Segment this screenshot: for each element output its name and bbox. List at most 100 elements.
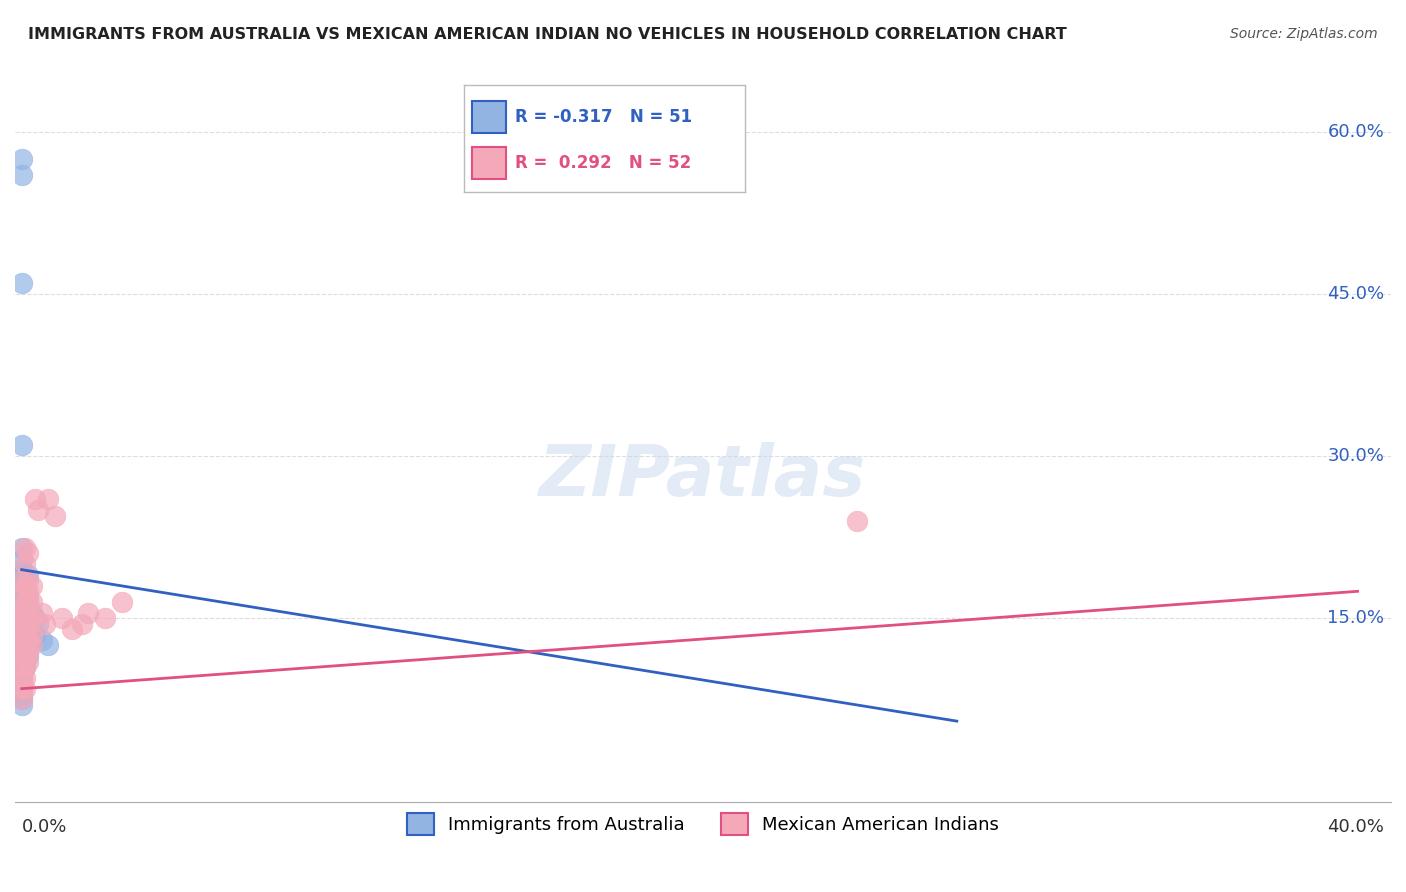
Point	[17, 655, 39, 669]
Point	[10, 676, 32, 690]
Point	[14, 611, 37, 625]
Bar	[472, 101, 506, 133]
Point	[14, 639, 37, 653]
Point	[21, 606, 44, 620]
Point	[14, 671, 37, 685]
Point	[17, 595, 39, 609]
Point	[17, 590, 39, 604]
Point	[10, 600, 32, 615]
Text: 45.0%: 45.0%	[1327, 285, 1385, 302]
Legend: Immigrants from Australia, Mexican American Indians: Immigrants from Australia, Mexican Ameri…	[398, 804, 1008, 844]
Point	[17, 568, 39, 582]
Point	[77, 606, 100, 620]
Point	[10, 660, 32, 674]
Point	[14, 558, 37, 572]
Point	[10, 639, 32, 653]
Bar	[472, 147, 506, 179]
Text: R =  0.292   N = 52: R = 0.292 N = 52	[515, 154, 690, 172]
Point	[17, 622, 39, 636]
Point	[21, 627, 44, 641]
Point	[10, 616, 32, 631]
Point	[14, 616, 37, 631]
Point	[21, 579, 44, 593]
Point	[10, 692, 32, 706]
Point	[21, 622, 44, 636]
Point	[17, 632, 39, 647]
Point	[34, 616, 56, 631]
Text: 40.0%: 40.0%	[1327, 819, 1385, 837]
Point	[10, 152, 32, 166]
Point	[14, 649, 37, 664]
Point	[10, 655, 32, 669]
Point	[10, 665, 32, 680]
Text: 30.0%: 30.0%	[1327, 447, 1385, 465]
Point	[10, 568, 32, 582]
Point	[10, 660, 32, 674]
Text: R = -0.317   N = 51: R = -0.317 N = 51	[515, 108, 692, 126]
Text: Source: ZipAtlas.com: Source: ZipAtlas.com	[1230, 27, 1378, 41]
Point	[14, 627, 37, 641]
Point	[10, 552, 32, 566]
Point	[10, 649, 32, 664]
Point	[27, 503, 49, 517]
Point	[31, 606, 53, 620]
Point	[10, 671, 32, 685]
Point	[10, 563, 32, 577]
Point	[14, 606, 37, 620]
Point	[70, 616, 93, 631]
Point	[10, 698, 32, 712]
Text: ZIPatlas: ZIPatlas	[540, 442, 866, 510]
Point	[10, 616, 32, 631]
Point	[845, 514, 868, 528]
Text: IMMIGRANTS FROM AUSTRALIA VS MEXICAN AMERICAN INDIAN NO VEHICLES IN HOUSEHOLD CO: IMMIGRANTS FROM AUSTRALIA VS MEXICAN AME…	[28, 27, 1067, 42]
Point	[37, 492, 59, 507]
Point	[10, 639, 32, 653]
Point	[14, 584, 37, 599]
Point	[10, 584, 32, 599]
Point	[17, 606, 39, 620]
Point	[14, 639, 37, 653]
Point	[14, 622, 37, 636]
Point	[17, 644, 39, 658]
Point	[10, 606, 32, 620]
Point	[44, 508, 66, 523]
Point	[21, 595, 44, 609]
Text: 15.0%: 15.0%	[1327, 609, 1385, 627]
Point	[10, 681, 32, 696]
Text: 60.0%: 60.0%	[1327, 122, 1385, 141]
Point	[94, 611, 117, 625]
Point	[10, 574, 32, 588]
Point	[17, 622, 39, 636]
Point	[14, 681, 37, 696]
Point	[10, 627, 32, 641]
Point	[14, 541, 37, 555]
Point	[37, 639, 59, 653]
Point	[10, 622, 32, 636]
Point	[17, 546, 39, 560]
Point	[27, 616, 49, 631]
Point	[21, 611, 44, 625]
Point	[60, 622, 83, 636]
Point	[10, 276, 32, 290]
Point	[10, 649, 32, 664]
Point	[17, 574, 39, 588]
Point	[10, 644, 32, 658]
Point	[10, 541, 32, 555]
Point	[10, 606, 32, 620]
Point	[14, 649, 37, 664]
Point	[10, 687, 32, 701]
Point	[10, 168, 32, 182]
Point	[21, 632, 44, 647]
Point	[31, 632, 53, 647]
Point	[17, 639, 39, 653]
Point	[111, 595, 134, 609]
Point	[14, 568, 37, 582]
Point	[10, 595, 32, 609]
Point	[10, 692, 32, 706]
Point	[14, 660, 37, 674]
Point	[17, 611, 39, 625]
Point	[17, 584, 39, 599]
Point	[10, 570, 32, 584]
Point	[10, 590, 32, 604]
Point	[17, 649, 39, 664]
